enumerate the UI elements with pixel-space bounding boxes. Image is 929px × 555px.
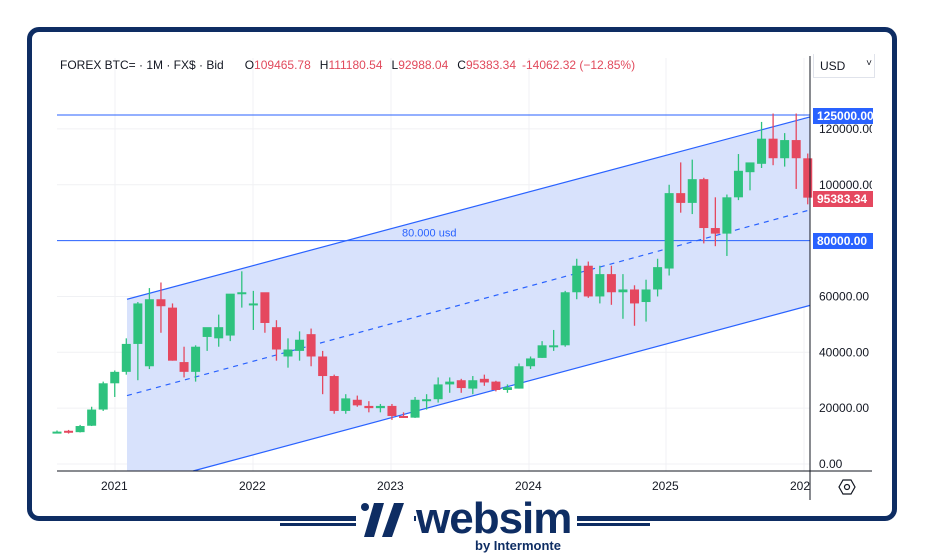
close-value: 95383.34 — [465, 58, 516, 72]
currency-value: USD — [820, 59, 846, 73]
svg-text:202: 202 — [790, 479, 810, 493]
svg-text:120000.00: 120000.00 — [819, 122, 876, 136]
brand-divider-left — [280, 523, 360, 526]
svg-text:0.00: 0.00 — [819, 457, 843, 471]
svg-text:20000.00: 20000.00 — [819, 401, 869, 415]
brand-subtitle: by Intermonte — [475, 538, 561, 553]
symbol-label: FOREX BTC= · 1M · FX$ · Bid — [60, 58, 224, 72]
svg-text:60000.00: 60000.00 — [819, 289, 869, 303]
brand-name: websim — [416, 494, 578, 544]
ohlc-legend: FOREX BTC= · 1M · FX$ · Bid O 109465.78 H… — [60, 58, 635, 72]
high-label: H — [319, 58, 329, 72]
open-value: 109465.78 — [254, 58, 311, 72]
currency-selector[interactable]: USD ˅ — [813, 54, 875, 78]
svg-text:2021: 2021 — [101, 479, 128, 493]
svg-text:2022: 2022 — [239, 479, 266, 493]
brand-footer: websim by Intermonte — [0, 494, 929, 555]
svg-text:2023: 2023 — [377, 479, 404, 493]
svg-text:80.000 usd: 80.000 usd — [402, 228, 456, 240]
change-value: -14062.32 (−12.85%) — [522, 58, 636, 72]
high-value: 111180.54 — [328, 58, 383, 72]
low-value: 92988.04 — [398, 58, 449, 72]
upper-line-price-badge: 125000.00 — [813, 108, 873, 124]
svg-text:2025: 2025 — [652, 479, 679, 493]
low-label: L — [391, 58, 399, 72]
chevron-down-icon: ˅ — [866, 58, 872, 69]
svg-text:100000.00: 100000.00 — [819, 178, 876, 192]
svg-text:2024: 2024 — [515, 479, 542, 493]
open-label: O — [244, 58, 255, 72]
brand-divider-right — [575, 523, 650, 526]
settings-gear-icon[interactable] — [838, 478, 856, 496]
svg-text:40000.00: 40000.00 — [819, 345, 869, 359]
close-label: C — [457, 58, 466, 72]
lower-line-price-badge: 80000.00 — [813, 233, 873, 249]
last-price-badge: 95383.34 — [813, 191, 873, 207]
websim-logo-icon — [356, 499, 414, 541]
